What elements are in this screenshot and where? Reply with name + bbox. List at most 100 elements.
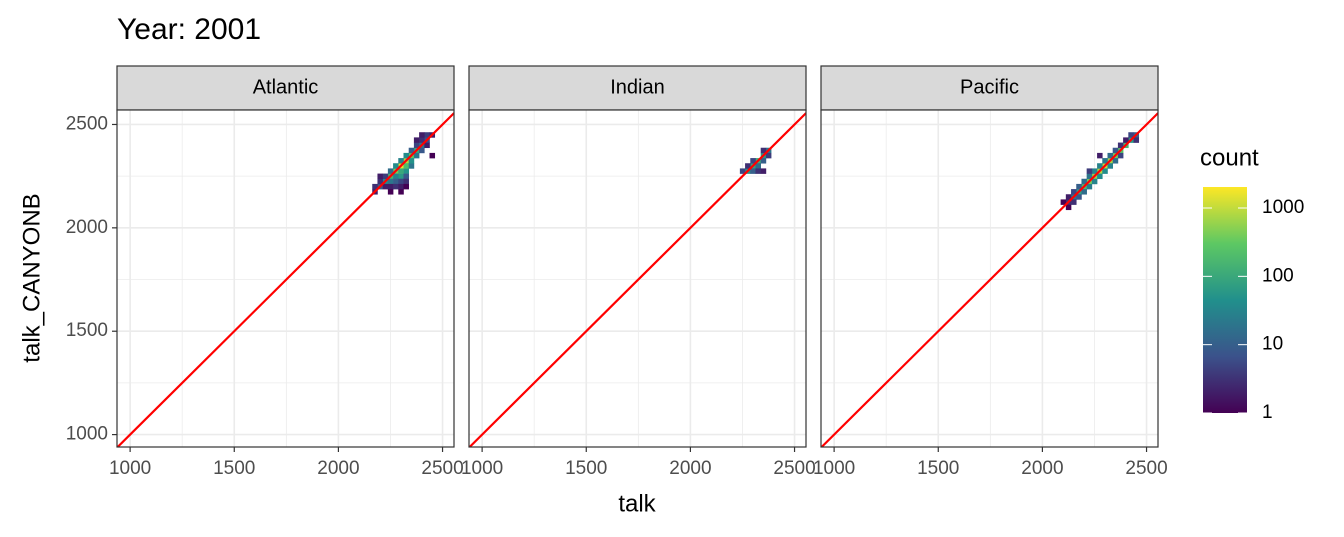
bin — [1102, 158, 1108, 164]
bin — [1071, 189, 1077, 195]
x-tick-label: 2000 — [1021, 458, 1063, 479]
x-tick-label: 1000 — [109, 458, 151, 479]
colorbar-label: 1000 — [1262, 197, 1304, 218]
reference-line — [469, 112, 806, 447]
bin — [1102, 168, 1108, 174]
colorbar-label: 100 — [1262, 265, 1294, 286]
bin — [403, 168, 409, 174]
x-tick-label: 1000 — [813, 458, 855, 479]
bin — [760, 158, 767, 164]
reference-line — [117, 112, 454, 447]
bin — [398, 189, 404, 195]
panel-border — [820, 109, 1159, 448]
bin — [393, 183, 399, 190]
bin — [755, 163, 761, 169]
x-tick-label: 2000 — [669, 458, 711, 479]
bin — [745, 163, 751, 169]
bin — [1086, 183, 1093, 190]
strip-label: Pacific — [960, 76, 1019, 98]
x-tick-label: 1000 — [461, 458, 503, 479]
bin — [387, 168, 394, 174]
bin — [398, 183, 404, 190]
x-tick-label: 1500 — [917, 458, 959, 479]
bin — [387, 178, 394, 185]
bin — [398, 168, 404, 174]
bin — [1097, 152, 1103, 159]
bin — [403, 163, 409, 169]
bin — [387, 189, 394, 195]
bin — [1065, 204, 1072, 211]
x-tick-label: 1500 — [213, 458, 255, 479]
bin — [382, 173, 389, 180]
bin — [1097, 163, 1103, 169]
colorbar — [1203, 187, 1247, 413]
bin — [1065, 194, 1072, 200]
bin — [760, 147, 767, 154]
bin — [1097, 173, 1103, 180]
bin — [1086, 173, 1093, 180]
bin — [1091, 168, 1098, 174]
bin — [393, 178, 399, 185]
bin — [1081, 189, 1087, 195]
x-tick-label: 2500 — [421, 458, 463, 479]
x-tick-label: 1500 — [565, 458, 607, 479]
colorbar-label: 1 — [1262, 402, 1273, 423]
bin — [424, 142, 430, 149]
bin — [429, 152, 436, 159]
bin — [377, 173, 383, 180]
bin — [419, 132, 425, 138]
bin — [408, 163, 415, 169]
bin — [1107, 152, 1113, 159]
bin — [1107, 163, 1113, 169]
bin — [398, 173, 404, 180]
y-axis-title: talk_CANYONB — [18, 193, 45, 362]
bin — [393, 163, 399, 169]
bin — [393, 173, 399, 180]
x-tick-label: 2500 — [773, 458, 815, 479]
bin — [1060, 199, 1067, 205]
bin — [1123, 137, 1129, 143]
bin — [403, 173, 409, 180]
strip — [116, 65, 455, 111]
bin — [755, 168, 761, 174]
bin — [413, 152, 420, 159]
bin — [1133, 137, 1140, 143]
bin — [1117, 142, 1124, 149]
bin — [382, 183, 389, 190]
bin — [1091, 178, 1098, 185]
legend-title: count — [1200, 144, 1259, 171]
bin — [372, 183, 378, 190]
bin — [1076, 194, 1082, 200]
reference-line — [821, 112, 1158, 447]
bin — [419, 147, 425, 154]
x-tick-label: 2500 — [1125, 458, 1167, 479]
bin — [739, 168, 746, 174]
bin — [760, 168, 767, 174]
bin — [403, 152, 409, 159]
bin — [398, 158, 404, 164]
x-axis-title: talk — [618, 490, 656, 517]
bin — [1128, 132, 1134, 138]
y-tick-label: 2500 — [66, 113, 108, 134]
bin — [419, 137, 425, 143]
bin — [398, 178, 404, 185]
bin — [387, 183, 394, 190]
bin — [1081, 178, 1087, 185]
bin — [750, 158, 756, 164]
x-tick-label: 2000 — [317, 458, 359, 479]
bin — [750, 168, 756, 174]
bin — [1112, 147, 1119, 154]
bin — [1076, 183, 1082, 190]
bin — [765, 152, 772, 159]
bin — [413, 137, 420, 143]
strip — [468, 65, 807, 111]
bin — [413, 142, 420, 149]
bin — [1112, 158, 1119, 164]
bin — [403, 183, 409, 190]
y-tick-label: 2000 — [66, 217, 108, 238]
panel-border — [116, 109, 455, 448]
strip — [820, 65, 1159, 111]
chart-title: Year: 2001 — [117, 13, 261, 46]
bin — [408, 147, 415, 154]
